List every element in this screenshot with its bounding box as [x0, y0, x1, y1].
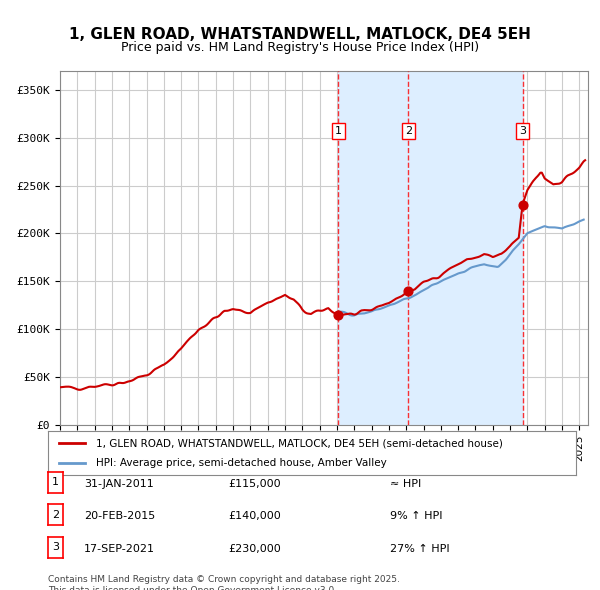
Point [518, 200, 527, 209]
Text: 1, GLEN ROAD, WHATSTANDWELL, MATLOCK, DE4 5EH: 1, GLEN ROAD, WHATSTANDWELL, MATLOCK, DE… [69, 27, 531, 41]
Text: 31-JAN-2011: 31-JAN-2011 [84, 479, 154, 489]
Point [334, 310, 343, 320]
Text: 9% ↑ HPI: 9% ↑ HPI [390, 512, 443, 521]
Text: £140,000: £140,000 [228, 512, 281, 521]
Text: Contains HM Land Registry data © Crown copyright and database right 2025.
This d: Contains HM Land Registry data © Crown c… [48, 575, 400, 590]
Text: 2: 2 [405, 126, 412, 136]
Text: 1: 1 [335, 126, 342, 136]
Text: ≈ HPI: ≈ HPI [390, 479, 421, 489]
Bar [338, 71, 523, 425]
Text: 3: 3 [52, 542, 59, 552]
Text: 2: 2 [52, 510, 59, 520]
Text: £230,000: £230,000 [228, 544, 281, 553]
Text: 1: 1 [52, 477, 59, 487]
Text: 17-SEP-2021: 17-SEP-2021 [84, 544, 155, 553]
Text: 3: 3 [519, 126, 526, 136]
Text: HPI: Average price, semi-detached house, Amber Valley: HPI: Average price, semi-detached house,… [95, 458, 386, 467]
Text: 27% ↑ HPI: 27% ↑ HPI [390, 544, 449, 553]
Point [404, 286, 413, 296]
Text: Price paid vs. HM Land Registry's House Price Index (HPI): Price paid vs. HM Land Registry's House … [121, 41, 479, 54]
Text: 1, GLEN ROAD, WHATSTANDWELL, MATLOCK, DE4 5EH (semi-detached house): 1, GLEN ROAD, WHATSTANDWELL, MATLOCK, DE… [95, 438, 502, 448]
Text: £115,000: £115,000 [228, 479, 281, 489]
Text: 20-FEB-2015: 20-FEB-2015 [84, 512, 155, 521]
